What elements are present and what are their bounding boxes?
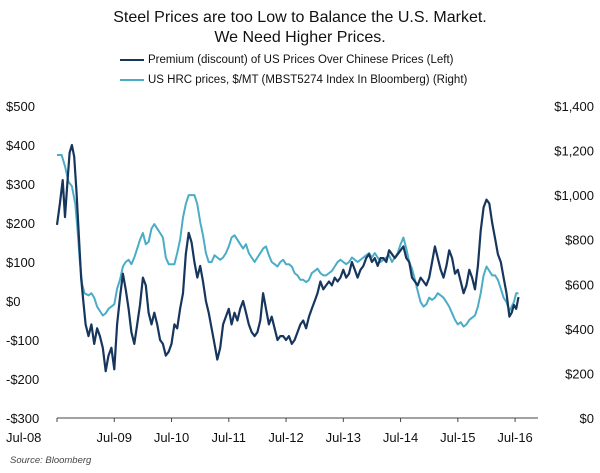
right-axis-tick-label: $200	[565, 366, 594, 381]
right-axis-tick-label: $1,200	[554, 144, 594, 159]
chart-title-line-1: Steel Prices are too Low to Balance the …	[113, 9, 487, 26]
legend-item-premium: Premium (discount) of US Prices Over Chi…	[120, 54, 453, 66]
left-axis-tick-label: -$100	[6, 333, 39, 348]
x-axis-tick-label: Jul-15	[440, 430, 475, 445]
left-axis-tick-label: $300	[6, 177, 35, 192]
chart-title-line-2: We Need Higher Prices.	[214, 29, 386, 46]
legend-label-hrc: US HRC prices, $/MT (MBST5274 Index In B…	[148, 74, 468, 86]
right-axis-tick-label: $400	[565, 322, 594, 337]
right-axis-tick-label: $1,400	[554, 99, 594, 114]
left-axis-tick-label: $500	[6, 99, 35, 114]
left-axis-tick-label: $400	[6, 138, 35, 153]
x-axis-tick-label: Jul-11	[212, 430, 246, 445]
left-axis-tick-label: $200	[6, 216, 35, 231]
series-line-premium	[55, 143, 520, 373]
right-axis-tick-label: $600	[565, 277, 594, 292]
x-axis-tick-label: Jul-12	[268, 430, 303, 445]
x-axis-tick-label: Jul-13	[326, 430, 361, 445]
legend-label-premium: Premium (discount) of US Prices Over Chi…	[148, 54, 454, 66]
x-axis-tick-label: Jul-08	[6, 430, 41, 445]
right-axis-tick-label: $800	[565, 233, 594, 248]
right-axis-ticks: $1,400 $1,200 $1,000 $800 $600 $400 $200 $0	[554, 99, 594, 426]
x-axis-tick-label: Jul-10	[154, 430, 189, 445]
legend-swatch-hrc	[120, 79, 144, 81]
x-axis-tick-label: Jul-09	[97, 430, 132, 445]
left-axis-tick-label: -$300	[6, 411, 39, 426]
legend-item-hrc: US HRC prices, $/MT (MBST5274 Index In B…	[120, 74, 467, 86]
right-axis-tick-label: $1,000	[554, 188, 594, 203]
left-axis-tick-label: $100	[6, 255, 35, 270]
left-axis-tick-label: -$200	[6, 372, 39, 387]
legend-swatch-premium	[120, 59, 144, 61]
left-axis-tick-label: $0	[6, 294, 20, 309]
source-note: Source: Bloomberg	[10, 455, 92, 466]
x-axis-ticks: Jul-08 Jul-09 Jul-10 Jul-11 Jul-12 Jul-13 Jul-…	[6, 418, 533, 445]
x-axis-tick-label: Jul-14	[383, 430, 418, 445]
left-axis-ticks: $500 $400 $300 $200 $100 $0 -$100 -$200 -$300	[6, 99, 39, 426]
series-layer	[55, 143, 520, 373]
right-axis-tick-label: $0	[580, 411, 594, 426]
series-line-hrc	[57, 154, 519, 328]
x-axis-tick-label: Jul-16	[497, 430, 532, 445]
